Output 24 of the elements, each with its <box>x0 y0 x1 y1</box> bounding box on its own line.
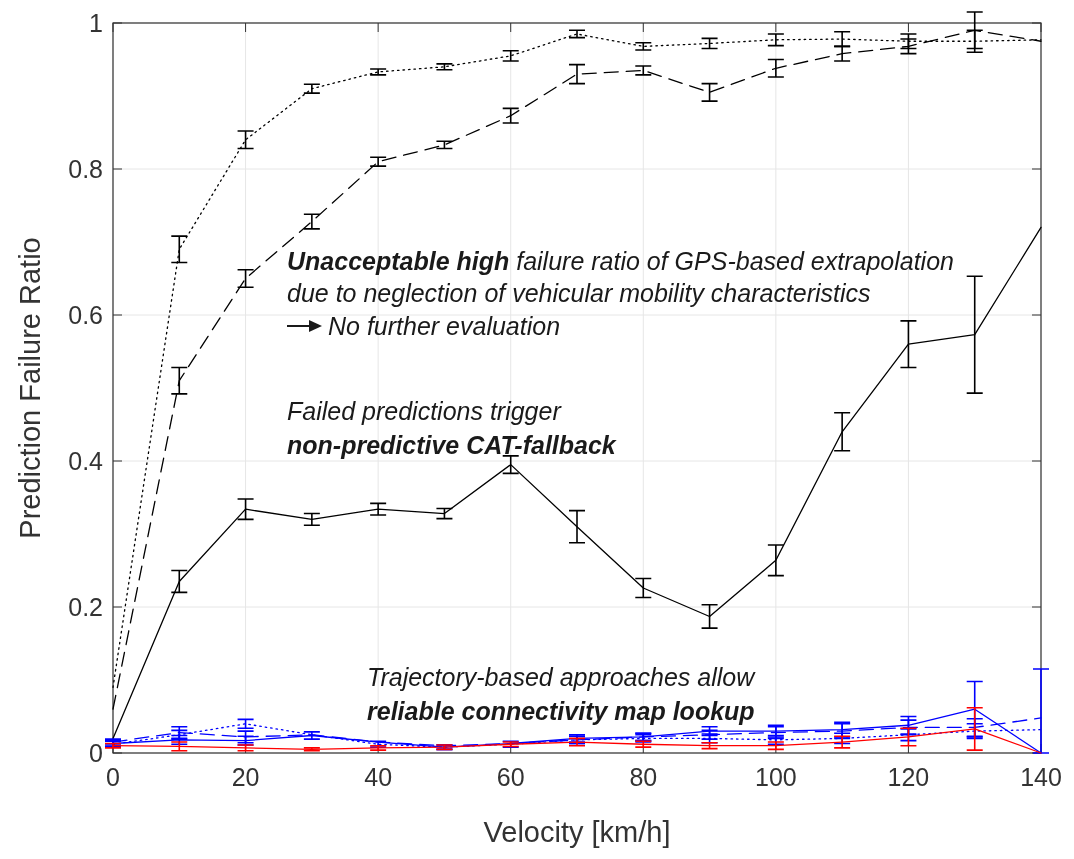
x-tick-label: 40 <box>364 763 393 791</box>
y-axis-title: Prediction Failure Ratio <box>14 237 46 539</box>
x-tick-label: 80 <box>629 763 658 791</box>
annotation: reliable connectivity map lookup <box>367 697 755 725</box>
x-tick-label: 100 <box>755 763 797 791</box>
x-axis-title: Velocity [km/h] <box>483 816 671 848</box>
y-tick-label: 0.2 <box>68 593 103 621</box>
y-tick-label: 0.4 <box>68 447 104 475</box>
y-tick-label: 0.6 <box>68 301 103 329</box>
x-tick-label: 120 <box>887 763 930 791</box>
annotation: due to neglection of vehicular mobility characteristics <box>287 279 871 307</box>
y-tick-label: 0.8 <box>68 155 103 183</box>
y-tick-label: 1 <box>89 9 103 37</box>
annotation: non-predictive CAT-fallback <box>287 431 617 459</box>
x-tick-label: 60 <box>496 763 525 791</box>
annotation: No further evaluation <box>328 312 561 340</box>
annotation: failure ratio of GPS-based extrapolation <box>509 247 954 275</box>
annotation: Failed predictions trigger <box>287 397 563 425</box>
annotation: Unacceptable high <box>287 247 510 275</box>
annotation: Trajectory-based approaches allow <box>367 663 757 691</box>
x-tick-label: 140 <box>1020 763 1062 791</box>
x-tick-label: 0 <box>106 763 120 791</box>
y-tick-label: 0 <box>89 739 103 767</box>
x-tick-label: 20 <box>231 763 260 791</box>
